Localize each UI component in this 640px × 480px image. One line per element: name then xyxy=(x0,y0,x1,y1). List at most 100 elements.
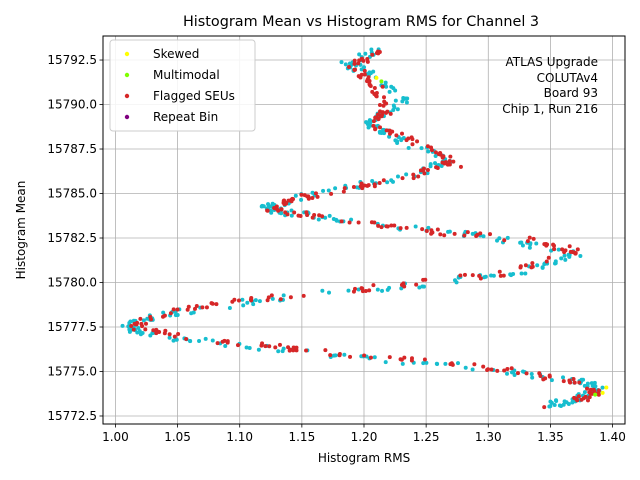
point-flagged-seus xyxy=(485,367,490,372)
point-skewed xyxy=(604,385,609,390)
point-all-bins xyxy=(534,241,539,246)
point-all-bins xyxy=(483,274,488,279)
point-flagged-seus xyxy=(284,201,289,206)
point-all-bins xyxy=(369,47,374,52)
point-all-bins xyxy=(559,256,564,261)
point-all-bins xyxy=(241,303,246,308)
point-all-bins xyxy=(520,243,525,248)
point-flagged-seus xyxy=(371,283,376,288)
point-all-bins xyxy=(203,336,208,341)
point-flagged-seus xyxy=(481,364,486,369)
point-all-bins xyxy=(321,188,326,193)
point-flagged-seus xyxy=(359,72,364,77)
point-flagged-seus xyxy=(365,59,370,64)
legend: Skewed Multimodal Flagged SEUs Repeat Bi… xyxy=(109,39,256,132)
point-flagged-seus xyxy=(416,174,421,179)
point-flagged-seus xyxy=(380,84,385,89)
point-flagged-seus xyxy=(400,176,405,181)
point-flagged-seus xyxy=(404,225,409,230)
point-all-bins xyxy=(223,343,228,348)
point-all-bins xyxy=(141,318,146,323)
point-all-bins xyxy=(276,349,281,354)
x-tick-label: 1.30 xyxy=(475,430,502,444)
point-flagged-seus xyxy=(384,110,389,115)
point-flagged-seus xyxy=(168,311,173,316)
point-flagged-seus xyxy=(406,136,411,141)
point-flagged-seus xyxy=(435,166,440,171)
point-all-bins xyxy=(552,402,557,407)
point-flagged-seus xyxy=(518,264,523,269)
point-all-bins xyxy=(387,89,392,94)
point-all-bins xyxy=(528,242,533,247)
point-flagged-seus xyxy=(596,388,601,393)
point-all-bins xyxy=(425,171,430,176)
point-all-bins xyxy=(553,259,558,264)
point-all-bins xyxy=(357,52,362,57)
point-all-bins xyxy=(390,179,395,184)
point-all-bins xyxy=(511,271,516,276)
point-all-bins xyxy=(426,225,431,230)
point-all-bins xyxy=(556,247,561,252)
point-all-bins xyxy=(370,179,375,184)
point-all-bins xyxy=(470,367,475,372)
point-flagged-seus xyxy=(184,336,189,341)
point-flagged-seus xyxy=(148,314,153,319)
x-tick-label: 1.35 xyxy=(537,430,564,444)
point-flagged-seus xyxy=(375,112,380,117)
point-all-bins xyxy=(380,288,385,293)
y-tick-label: 15785.0 xyxy=(47,187,97,201)
point-flagged-seus xyxy=(353,286,358,291)
legend-label-flagged-seus: Flagged SEUs xyxy=(153,89,235,103)
point-all-bins xyxy=(393,138,398,143)
point-flagged-seus xyxy=(162,313,167,318)
point-flagged-seus xyxy=(362,353,367,358)
point-all-bins xyxy=(548,399,553,404)
point-flagged-seus xyxy=(329,191,334,196)
axis-ticks: 1.00 1.05 1.10 1.15 1.20 1.25 1.30 1.35 1.40 1577… xyxy=(47,53,626,444)
point-skewed xyxy=(374,75,379,80)
point-flagged-seus xyxy=(382,95,386,100)
point-all-bins xyxy=(404,100,409,105)
point-flagged-seus xyxy=(596,391,601,396)
x-tick-label: 1.15 xyxy=(288,430,315,444)
point-all-bins xyxy=(188,339,193,344)
point-flagged-seus xyxy=(462,233,467,238)
point-all-bins xyxy=(171,338,176,343)
point-all-bins xyxy=(491,273,496,278)
run-annotation: ATLAS Upgrade COLUTAv4 Board 93 Chip 1, … xyxy=(502,55,598,116)
point-all-bins xyxy=(289,213,294,218)
point-flagged-seus xyxy=(305,194,310,199)
point-flagged-seus xyxy=(367,288,372,293)
point-flagged-seus xyxy=(171,307,176,312)
y-tick-label: 15787.5 xyxy=(47,142,97,156)
point-flagged-seus xyxy=(409,356,414,361)
point-flagged-seus xyxy=(360,289,365,294)
point-all-bins xyxy=(391,108,396,113)
point-flagged-seus xyxy=(273,345,278,350)
point-flagged-seus xyxy=(547,373,552,378)
point-flagged-seus xyxy=(568,249,573,254)
point-flagged-seus xyxy=(394,133,399,138)
point-all-bins xyxy=(433,154,438,159)
point-all-bins xyxy=(257,299,262,304)
point-flagged-seus xyxy=(220,339,225,344)
point-all-bins xyxy=(256,347,261,352)
point-flagged-seus xyxy=(279,207,284,212)
x-tick-label: 1.05 xyxy=(164,430,191,444)
point-flagged-seus xyxy=(458,273,463,278)
point-flagged-seus xyxy=(435,227,440,232)
point-flagged-seus xyxy=(304,348,309,353)
point-flagged-seus xyxy=(363,289,368,293)
point-all-bins xyxy=(281,293,286,298)
point-flagged-seus xyxy=(541,377,546,382)
point-flagged-seus xyxy=(587,395,592,400)
y-tick-label: 15775.0 xyxy=(47,364,97,378)
point-flagged-seus xyxy=(328,353,333,358)
point-all-bins xyxy=(433,161,438,166)
point-flagged-seus xyxy=(377,103,382,108)
point-flagged-seus xyxy=(552,243,557,248)
point-all-bins xyxy=(197,339,202,343)
point-all-bins xyxy=(562,253,567,258)
point-all-bins xyxy=(266,202,271,207)
point-flagged-seus xyxy=(163,328,168,333)
